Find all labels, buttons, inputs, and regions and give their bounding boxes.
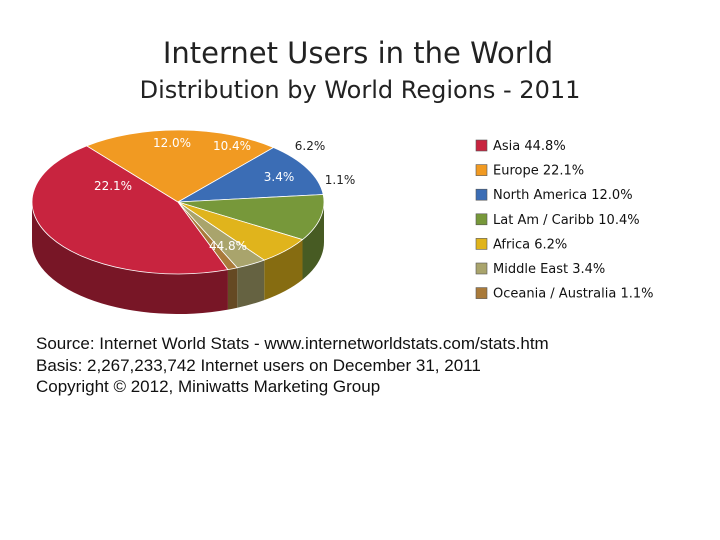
legend-entry: Asia 44.8%	[493, 139, 566, 154]
pie-slice-asia	[31, 145, 229, 275]
slice-label: 10.4%	[213, 139, 251, 153]
chart-title: Internet Users in the World	[162, 36, 554, 70]
legend-entry: Middle East 3.4%	[493, 262, 605, 277]
legend-swatch	[475, 213, 488, 226]
legend-swatch	[475, 238, 488, 250]
slice-label: 1.1%	[325, 173, 356, 187]
pie-side-oceania-australia	[227, 267, 238, 310]
legend-entry: Europe 22.1%	[493, 164, 584, 179]
slice-label: 6.2%	[295, 139, 326, 153]
legend-swatch	[475, 164, 488, 176]
pie-slice-europe	[85, 129, 275, 203]
basis-line: Basis: 2,267,233,742 Internet users on D…	[36, 356, 481, 375]
slice-label: 22.1%	[94, 179, 132, 193]
pie-slice-north-america	[177, 147, 324, 203]
legend-entry: North America 12.0%	[493, 188, 633, 203]
pie-side-africa	[264, 239, 303, 301]
pie-chart: 44.8% 22.1% 12.0% 10.4% 6.2% 3.4% 1.1% Asia 44.…	[31, 129, 653, 314]
slice-label: 3.4%	[264, 170, 295, 184]
legend-swatch	[475, 139, 488, 152]
pie-side-middle-east	[237, 260, 265, 308]
legend-entry: Africa 6.2%	[493, 237, 567, 252]
slice-label: 44.8%	[209, 239, 247, 253]
slice-label: 12.0%	[153, 136, 191, 150]
legend-entry: Oceania / Australia 1.1%	[493, 287, 653, 302]
pie-side-asia	[32, 202, 228, 314]
legend-swatch	[475, 188, 488, 201]
pie-slice-lat-am-caribb	[177, 194, 325, 241]
legend-swatch	[475, 262, 488, 275]
pie-slice-oceania-australia	[177, 201, 239, 271]
legend-swatch	[475, 287, 488, 299]
source-line: Source: Internet World Stats - www.inter…	[36, 334, 549, 353]
legend-entry: Lat Am / Caribb 10.4%	[493, 213, 640, 228]
chart-subtitle: Distribution by World Regions - 2011	[139, 76, 581, 104]
copyright-line: Copyright © 2012, Miniwatts Marketing Gr…	[36, 377, 381, 396]
